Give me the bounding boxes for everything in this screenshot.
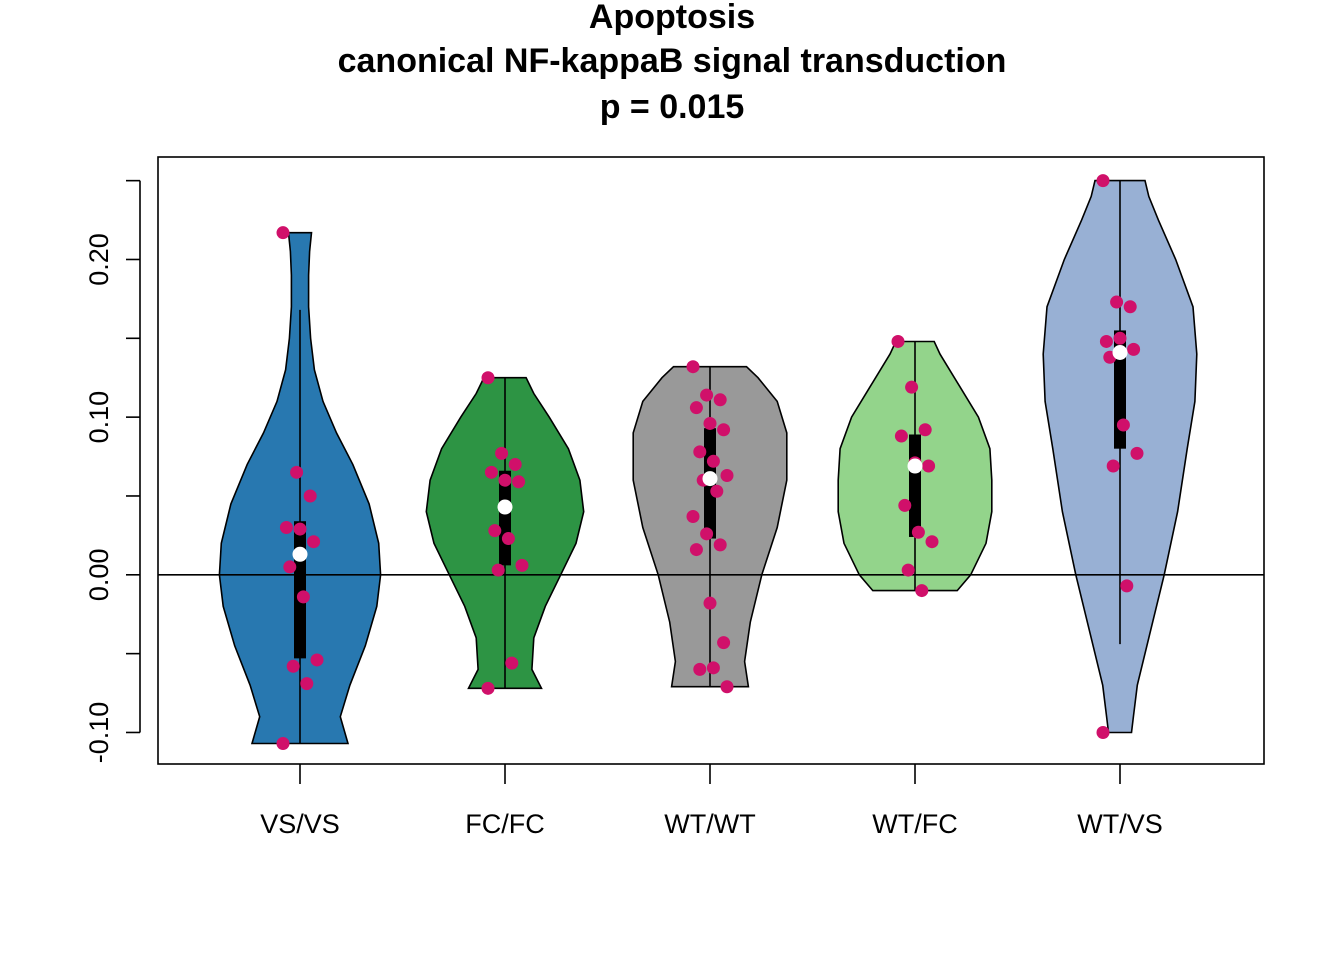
y-tick-label: 0.00 bbox=[84, 549, 114, 602]
data-point bbox=[703, 416, 717, 430]
data-point bbox=[279, 521, 293, 535]
data-point bbox=[703, 596, 717, 610]
data-point bbox=[1096, 174, 1110, 188]
data-point bbox=[686, 509, 700, 523]
data-point bbox=[276, 737, 290, 751]
data-point bbox=[491, 563, 505, 577]
data-point bbox=[898, 498, 912, 512]
data-point bbox=[925, 535, 939, 549]
x-tick-label: WT/FC bbox=[872, 809, 957, 839]
chart-title-line-2: canonical NF-kappaB signal transduction bbox=[337, 42, 1007, 80]
data-point bbox=[713, 538, 727, 552]
median-marker-wt-vs bbox=[1112, 345, 1128, 361]
data-point bbox=[713, 393, 727, 407]
data-point bbox=[689, 543, 703, 557]
data-point bbox=[1113, 331, 1127, 345]
plot-frame bbox=[157, 156, 1265, 765]
data-point bbox=[901, 563, 915, 577]
data-point bbox=[700, 527, 714, 541]
median-marker-fc-fc bbox=[497, 499, 513, 515]
x-tick-label: VS/VS bbox=[260, 809, 340, 839]
data-point bbox=[290, 465, 304, 479]
median-marker-wt-fc bbox=[907, 458, 923, 474]
data-point bbox=[720, 680, 734, 694]
data-point bbox=[484, 465, 498, 479]
data-point bbox=[307, 535, 321, 549]
data-point bbox=[706, 454, 720, 468]
data-point bbox=[481, 681, 495, 695]
data-point bbox=[1127, 342, 1141, 356]
data-point bbox=[310, 653, 324, 667]
data-point bbox=[905, 380, 919, 394]
data-point bbox=[693, 445, 707, 459]
data-point bbox=[498, 473, 512, 487]
data-point bbox=[717, 423, 731, 437]
y-tick-label: -0.10 bbox=[84, 702, 114, 764]
data-point bbox=[293, 522, 307, 536]
data-point bbox=[515, 558, 529, 572]
data-point bbox=[283, 560, 297, 574]
data-point bbox=[508, 457, 522, 471]
x-tick-label: WT/VS bbox=[1077, 809, 1163, 839]
data-point bbox=[276, 226, 290, 240]
chart-title-line-3: p = 0.015 bbox=[599, 88, 745, 126]
data-point bbox=[915, 584, 929, 598]
data-point bbox=[1120, 579, 1134, 593]
iqr-box-vs-vs bbox=[294, 521, 306, 659]
x-tick-label: FC/FC bbox=[465, 809, 544, 839]
data-point bbox=[717, 636, 731, 650]
x-tick-label: WT/WT bbox=[664, 809, 755, 839]
data-point bbox=[1106, 459, 1120, 473]
iqr-box-wt-fc bbox=[909, 434, 921, 537]
data-point bbox=[922, 459, 936, 473]
data-point bbox=[303, 489, 317, 503]
data-point bbox=[512, 475, 526, 489]
data-point bbox=[710, 484, 724, 498]
median-marker-vs-vs bbox=[292, 546, 308, 562]
data-point bbox=[1099, 334, 1113, 348]
data-point bbox=[505, 656, 519, 670]
data-point bbox=[1116, 418, 1130, 432]
data-point bbox=[481, 371, 495, 385]
data-point bbox=[495, 446, 509, 460]
data-point bbox=[911, 525, 925, 539]
data-point bbox=[300, 677, 314, 691]
data-point bbox=[1096, 725, 1110, 739]
median-marker-wt-wt bbox=[702, 471, 718, 487]
data-point bbox=[501, 532, 515, 546]
data-point bbox=[894, 429, 908, 443]
y-tick-label: 0.20 bbox=[84, 233, 114, 286]
data-point bbox=[720, 468, 734, 482]
data-point bbox=[1130, 446, 1144, 460]
y-tick-label: 0.10 bbox=[84, 391, 114, 444]
data-point bbox=[918, 423, 932, 437]
data-point bbox=[706, 661, 720, 675]
data-point bbox=[689, 401, 703, 415]
data-point bbox=[686, 360, 700, 374]
chart-title-line-1: Apoptosis bbox=[588, 0, 756, 36]
data-point bbox=[693, 662, 707, 676]
data-point bbox=[700, 388, 714, 402]
data-point bbox=[296, 590, 310, 604]
data-point bbox=[1123, 300, 1137, 314]
data-point bbox=[488, 524, 502, 538]
data-point bbox=[1110, 295, 1124, 309]
data-point bbox=[891, 334, 905, 348]
data-point bbox=[286, 659, 300, 673]
